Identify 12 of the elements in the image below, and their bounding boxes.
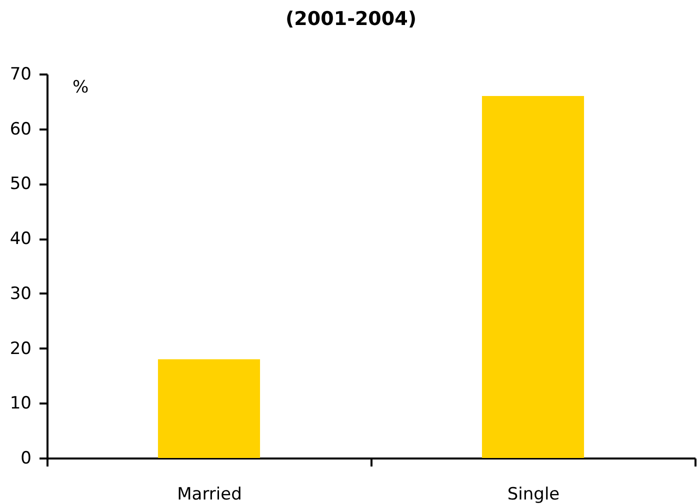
y-axis-title: % — [72, 78, 89, 98]
chart-title: (2001-2004) — [285, 8, 417, 30]
y-tick-label: 70 — [10, 64, 32, 84]
y-tick-label: 30 — [10, 284, 32, 304]
x-tick-label: Single — [507, 484, 560, 504]
y-tick-label: 50 — [10, 174, 32, 194]
y-tick-label: 10 — [10, 394, 32, 414]
y-tick-label: 0 — [20, 448, 32, 468]
y-tick-label: 60 — [10, 119, 32, 140]
y-tick-label: 40 — [10, 229, 32, 250]
y-tick-label: 20 — [10, 338, 32, 359]
x-tick-label: Married — [177, 484, 242, 504]
